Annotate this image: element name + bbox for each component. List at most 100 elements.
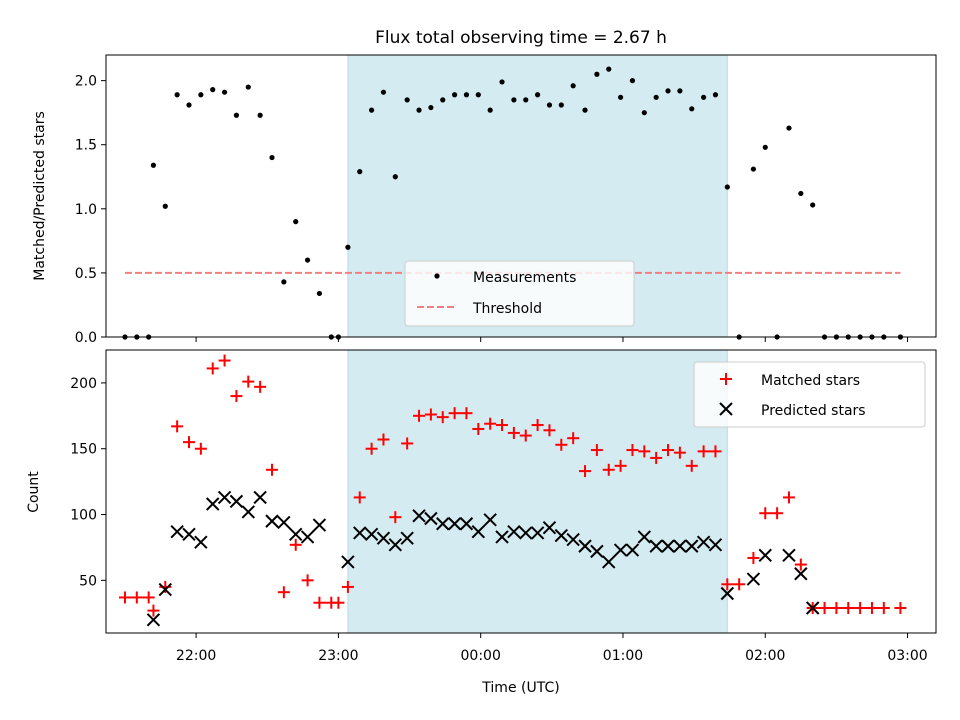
data-point-x (661, 539, 675, 553)
data-point (535, 92, 541, 98)
data-point-plus (194, 442, 207, 455)
x-tick-label: 00:00 (461, 648, 501, 664)
data-point (641, 110, 647, 116)
data-point-x (253, 490, 267, 505)
data-point-plus (130, 591, 143, 604)
data-point-plus (842, 601, 855, 614)
data-point-x (229, 494, 244, 509)
data-point (810, 202, 816, 208)
data-point-plus (159, 580, 172, 593)
data-point (653, 94, 659, 100)
data-point-plus (147, 604, 160, 617)
data-point (304, 257, 311, 263)
y-tick-label: 50 (79, 573, 97, 589)
data-point-plus (230, 390, 243, 403)
data-point (606, 66, 612, 72)
data-point (233, 112, 240, 118)
data-point-plus (579, 465, 592, 478)
data-point-plus (626, 444, 639, 457)
data-point-plus (277, 586, 290, 599)
legend-matched-label: Matched stars (761, 373, 860, 389)
data-point (701, 94, 707, 100)
data-point (221, 89, 228, 95)
data-point (750, 166, 757, 172)
legend-box (404, 260, 635, 327)
data-point-plus (590, 444, 603, 457)
legend-threshold-label: Threshold (472, 301, 542, 317)
data-point-x (708, 538, 723, 552)
data-point-x (170, 524, 184, 539)
data-point-plus (218, 354, 231, 367)
data-point-plus (496, 419, 509, 432)
data-point (475, 92, 481, 98)
data-point-plus (472, 422, 485, 435)
data-point-plus (794, 558, 807, 571)
data-point-x (685, 539, 699, 553)
data-point (546, 102, 553, 108)
data-point-x (590, 544, 604, 559)
data-point-plus (332, 596, 345, 609)
bottom-plot-area: 50 100 150 200 22:00 23:00 00:00 01:00 02:00 03:0… (70, 349, 937, 664)
top-legend: Measurements Threshold (404, 260, 635, 327)
data-point-plus (171, 420, 184, 433)
data-point-plus (289, 538, 302, 551)
data-point-x (746, 572, 761, 586)
data-point (150, 162, 157, 168)
data-point (257, 112, 263, 118)
data-point-plus (721, 578, 734, 591)
data-point (316, 290, 323, 297)
highlight-band (347, 349, 728, 634)
legend-measurements-label: Measurements (473, 270, 576, 286)
data-point-plus (865, 601, 878, 614)
bottom-panel: Count Time (UTC) 50 100 150 200 22:00 23:00 00… (26, 349, 937, 696)
data-point-x (566, 532, 580, 547)
data-point-plus (118, 591, 131, 604)
x-axis-label: Time (UTC) (481, 680, 559, 696)
data-point-plus (484, 417, 497, 430)
data-point (245, 84, 251, 90)
legend-box (693, 361, 926, 428)
data-point-plus (697, 445, 710, 458)
bottom-y-axis-label: Count (26, 471, 42, 513)
data-point (570, 83, 576, 89)
y-tick-label: 100 (70, 508, 97, 524)
data-point (665, 88, 671, 94)
data-point-plus (782, 491, 795, 504)
data-point-plus (543, 424, 556, 437)
data-point-plus (602, 463, 615, 476)
data-point-plus (614, 459, 627, 472)
series-x (146, 490, 820, 627)
data-point-x (459, 517, 474, 531)
legend-predicted-label: Predicted stars (761, 403, 866, 419)
data-point-x (554, 528, 569, 543)
data-point (380, 89, 387, 95)
data-point-plus (254, 380, 267, 393)
data-point (558, 102, 564, 108)
data-point-plus (436, 411, 449, 424)
data-point (499, 79, 505, 85)
data-point (174, 92, 180, 98)
data-point-x (794, 567, 808, 581)
data-point-x (602, 555, 616, 569)
legend-measurements-marker (434, 273, 440, 279)
data-point-x (341, 555, 355, 569)
data-point-plus (830, 601, 843, 614)
data-point-plus (733, 578, 746, 591)
data-point-x (447, 517, 462, 531)
data-point-x (364, 527, 379, 541)
x-tick-label: 23:00 (318, 648, 358, 664)
data-point (198, 92, 204, 98)
y-tick-label: 0.5 (75, 266, 97, 282)
data-point-x (400, 531, 414, 545)
top-y-axis-label: Matched/Predicted stars (32, 111, 48, 281)
data-point-plus (448, 407, 461, 420)
data-point-x (194, 535, 208, 549)
data-point (369, 107, 375, 113)
data-point (186, 102, 192, 108)
data-point-plus (365, 442, 378, 455)
data-point-plus (413, 409, 426, 422)
data-point-plus (531, 419, 544, 432)
data-point-x (182, 527, 196, 541)
data-point-plus (759, 507, 772, 520)
data-point-x (673, 539, 687, 553)
